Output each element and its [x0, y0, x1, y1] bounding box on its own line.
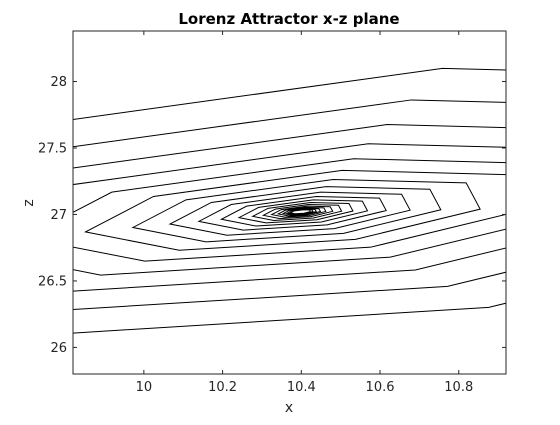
plot-frame	[72, 30, 507, 375]
x-tick-label: 10.4	[287, 380, 316, 395]
y-tick-label: 26	[50, 341, 67, 356]
trajectory-line	[73, 67, 506, 334]
chart-title: Lorenz Attractor x-z plane	[178, 10, 399, 28]
x-tick-label: 10.8	[444, 380, 473, 395]
x-axis-ticks: 10 10.2 10.4 10.6 10.8	[136, 31, 473, 395]
x-axis-label: x	[285, 400, 293, 416]
x-tick-label: 10	[136, 380, 153, 395]
y-axis-label: z	[21, 199, 37, 206]
y-tick-label: 26.5	[38, 274, 67, 289]
plot-area	[73, 31, 506, 374]
series-layer	[73, 67, 506, 334]
y-axis-ticks: 26 26.5 27 27.5 28	[38, 75, 506, 356]
x-tick-label: 10.2	[208, 380, 237, 395]
y-tick-label: 28	[50, 75, 67, 90]
y-tick-label: 27.5	[38, 141, 67, 156]
x-tick-label: 10.6	[366, 380, 395, 395]
y-tick-label: 27	[50, 208, 67, 223]
